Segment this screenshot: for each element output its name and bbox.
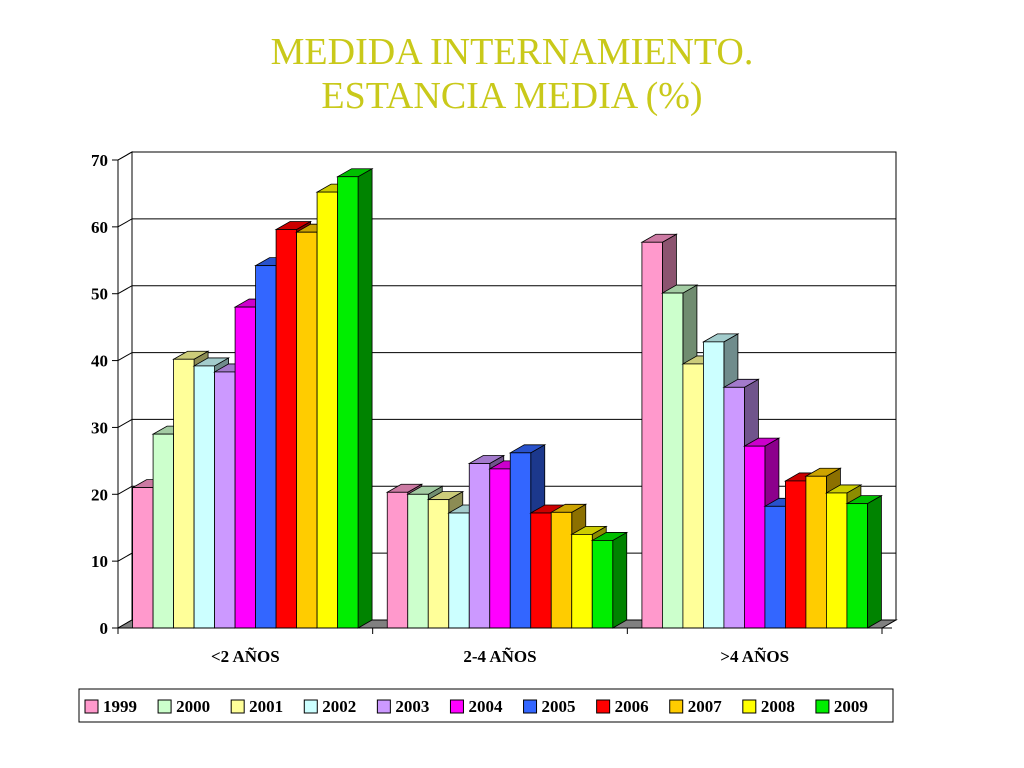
category-label: >4 AÑOS — [720, 647, 789, 666]
y-tick-label: 0 — [100, 619, 109, 638]
legend-label: 2005 — [542, 697, 576, 716]
y-tick-label: 40 — [91, 352, 108, 371]
gridline — [117, 485, 896, 495]
gridline — [117, 418, 896, 428]
bar-front — [764, 505, 786, 629]
legend-label: 2002 — [322, 697, 356, 716]
title-line-2: ESTANCIA MEDIA (%) — [321, 75, 703, 117]
bar-front — [550, 511, 573, 629]
bar-front — [744, 445, 766, 629]
bar-front — [386, 491, 409, 629]
legend-label: 2006 — [615, 697, 649, 716]
gridline — [117, 285, 896, 295]
bar-front — [641, 241, 663, 629]
legend-swatch — [596, 699, 611, 714]
bar-front — [132, 487, 154, 629]
bar-front — [805, 475, 827, 629]
bar — [336, 168, 374, 629]
legend-label: 2003 — [395, 697, 429, 716]
bar-front — [682, 363, 704, 629]
slide-title: MEDIDA INTERNAMIENTO. ESTANCIA MEDIA (%) — [0, 30, 1024, 118]
bar-front — [214, 371, 236, 629]
legend-swatch — [669, 699, 684, 714]
y-tick-label: 70 — [91, 151, 108, 170]
bar-side — [357, 168, 373, 629]
gridlines — [117, 151, 896, 562]
y-tick-label: 10 — [91, 552, 108, 571]
bar-front — [296, 231, 318, 629]
bar-side — [612, 531, 628, 629]
bar-front — [407, 493, 429, 629]
title-line-1: MEDIDA INTERNAMIENTO. — [270, 31, 754, 73]
legend-swatch — [742, 699, 757, 714]
y-tick-label: 50 — [91, 285, 108, 304]
legend: 1999 2000 2001 2002 2003 2004 2005 2006 2007 2008… — [78, 688, 894, 723]
bar-front — [591, 540, 614, 629]
legend-label: 2004 — [468, 697, 503, 716]
x-axis: <2 AÑOS 2-4 AÑOS >4 AÑOS — [117, 627, 892, 666]
gridline — [117, 552, 896, 562]
category-label: 2-4 AÑOS — [463, 647, 536, 666]
bar-front — [337, 176, 359, 629]
bar-front — [468, 463, 491, 629]
bar-front — [723, 386, 745, 629]
legend-swatch — [815, 699, 830, 714]
y-axis: 0 10 20 30 40 50 60 70 — [91, 151, 119, 638]
bar — [845, 494, 883, 629]
legend-label: 2008 — [761, 697, 795, 716]
gridline — [117, 352, 896, 362]
legend-label: 2001 — [249, 697, 283, 716]
bar-front — [662, 292, 684, 629]
bar-front — [152, 433, 174, 629]
bar-front — [826, 492, 848, 629]
legend-label: 2007 — [688, 697, 723, 716]
bar-front — [255, 265, 277, 629]
bar — [590, 531, 629, 629]
legend-swatch — [449, 699, 464, 714]
y-tick-label: 20 — [91, 485, 108, 504]
bars — [131, 168, 883, 629]
bar-front — [173, 358, 195, 629]
bar-front — [571, 534, 593, 629]
legend-label: 2009 — [834, 697, 868, 716]
bar-front — [275, 229, 297, 629]
bar-front — [427, 499, 450, 629]
bar-front — [846, 503, 868, 629]
bar-front — [489, 468, 511, 629]
gridline — [117, 151, 896, 161]
bar-front — [703, 341, 725, 629]
legend-box — [78, 688, 894, 723]
bar-front — [530, 512, 552, 629]
y-tick-label: 30 — [91, 418, 108, 437]
bar-front — [509, 452, 532, 629]
bar-front — [785, 480, 807, 629]
legend-swatch — [84, 699, 99, 714]
legend-swatch — [303, 699, 318, 714]
bar-front — [448, 512, 470, 629]
gridline — [117, 218, 896, 228]
bar-front — [234, 306, 256, 629]
legend-label: 1999 — [103, 697, 137, 716]
legend-swatch — [230, 699, 245, 714]
legend-label: 2000 — [176, 697, 210, 716]
bar-side — [867, 494, 882, 629]
bar-front — [316, 191, 338, 629]
legend-swatch — [157, 699, 172, 714]
y-tick-label: 60 — [91, 218, 108, 237]
bar-front — [193, 365, 215, 629]
category-label: <2 AÑOS — [211, 647, 280, 666]
legend-swatch — [376, 699, 391, 714]
legend-swatch — [523, 699, 538, 714]
